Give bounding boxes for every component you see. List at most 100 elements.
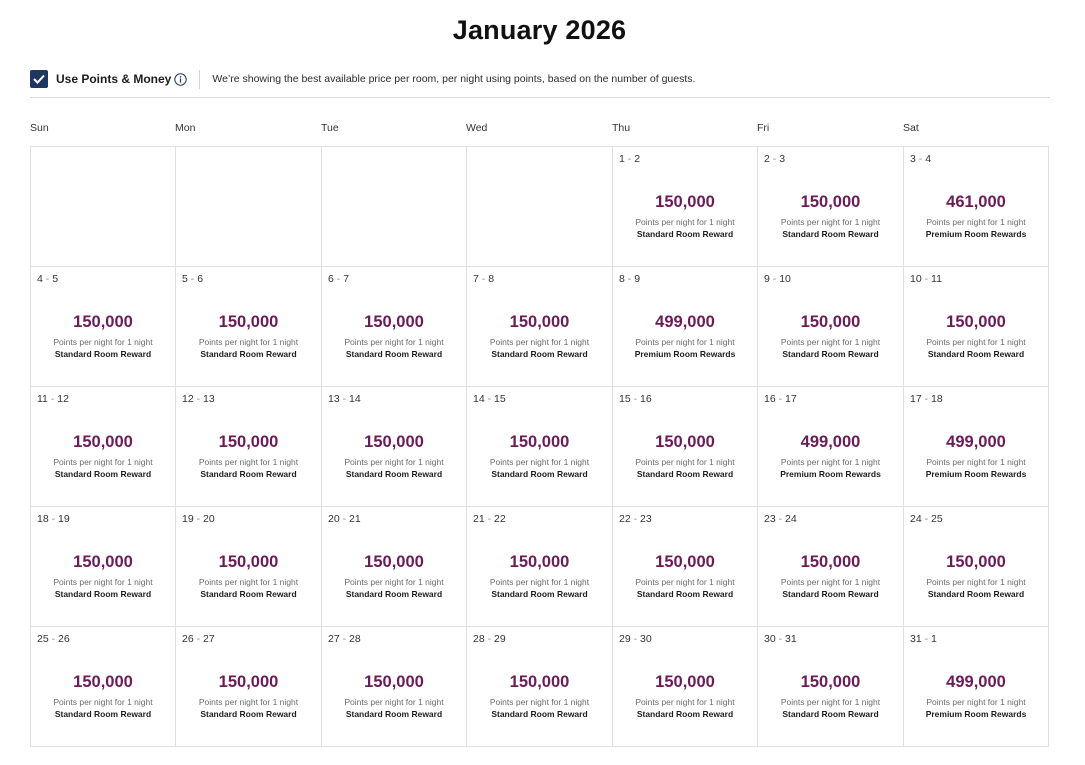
date-range: 16 - 17 [764,393,797,405]
per-night-label: Points per night for 1 night [926,457,1026,467]
weekday-mon: Mon [175,122,196,134]
use-points-checkbox[interactable] [30,70,48,88]
weekday-tue: Tue [321,122,339,134]
check-in-date: 6 [328,273,334,285]
date-separator: - [484,393,495,405]
date-range: 22 - 23 [619,513,652,525]
empty-day-cell [322,147,467,267]
date-separator: - [48,633,59,645]
check-in-date: 25 [37,633,49,645]
calendar-day-cell[interactable]: 5 - 6 150,000 Points per night for 1 night… [176,267,322,387]
calendar-day-cell[interactable]: 13 - 14 150,000 Points per night for 1 nig… [322,387,467,507]
calendar-day-cell[interactable]: 30 - 31 150,000 Points per night for 1 nig… [758,627,904,747]
per-night-label: Points per night for 1 night [53,697,153,707]
calendar-day-cell[interactable]: 9 - 10 150,000 Points per night for 1 nigh… [758,267,904,387]
date-separator: - [484,513,495,525]
info-icon[interactable] [174,72,188,86]
date-range: 30 - 31 [764,633,797,645]
calendar-day-cell[interactable]: 14 - 15 150,000 Points per night for 1 nig… [467,387,613,507]
calendar-day-cell[interactable]: 23 - 24 150,000 Points per night for 1 nig… [758,507,904,627]
room-type: Standard Room Reward [636,589,734,599]
calendar-day-cell[interactable]: 7 - 8 150,000 Points per night for 1 night… [467,267,613,387]
check-out-date: 27 [203,633,215,645]
per-night-label: Points per night for 1 night [635,337,735,347]
calendar-day-cell[interactable]: 31 - 1 499,000 Points per night for 1 nigh… [904,627,1049,747]
date-separator: - [333,273,344,285]
calendar-day-cell[interactable]: 2 - 3 150,000 Points per night for 1 night… [758,147,904,267]
check-out-date: 10 [779,273,791,285]
calendar-day-cell[interactable]: 10 - 11 150,000 Points per night for 1 nig… [904,267,1049,387]
check-in-date: 27 [328,633,340,645]
room-type: Standard Room Reward [782,229,879,239]
date-range: 23 - 24 [764,513,797,525]
check-out-date: 1 [931,633,937,645]
per-night-label: Points per night for 1 night [198,337,299,347]
calendar-grid: 1 - 2 150,000 Points per night for 1 night… [30,146,1049,747]
room-type: Standard Room Reward [782,709,879,719]
check-out-date: 13 [203,393,215,405]
room-type: Standard Room Reward [200,349,297,359]
points-price: 499,000 [800,433,861,451]
date-range: 27 - 28 [328,633,361,645]
room-type: Standard Room Reward [54,469,152,479]
calendar-day-cell[interactable]: 19 - 20 150,000 Points per night for 1 nig… [176,507,322,627]
check-in-date: 13 [328,393,340,405]
calendar-day-cell[interactable]: 15 - 16 150,000 Points per night for 1 nig… [613,387,758,507]
per-night-label: Points per night for 1 night [489,337,590,347]
per-night-label: Points per night for 1 night [926,697,1026,707]
check-out-date: 11 [931,273,942,285]
calendar-day-cell[interactable]: 21 - 22 150,000 Points per night for 1 nig… [467,507,613,627]
calendar-day-cell[interactable]: 16 - 17 499,000 Points per night for 1 nig… [758,387,904,507]
calendar-day-cell[interactable]: 6 - 7 150,000 Points per night for 1 night… [322,267,467,387]
check-out-date: 31 [785,633,797,645]
date-range: 28 - 29 [473,633,506,645]
date-separator: - [193,393,204,405]
calendar-day-cell[interactable]: 24 - 25 150,000 Points per night for 1 nig… [904,507,1049,627]
check-out-date: 4 [925,153,932,165]
check-in-date: 10 [910,273,922,285]
calendar-day-cell[interactable]: 12 - 13 150,000 Points per night for 1 nig… [176,387,322,507]
calendar-day-cell[interactable]: 1 - 2 150,000 Points per night for 1 night… [613,147,758,267]
pricing-note: We’re showing the best available price p… [212,73,696,85]
date-separator: - [42,273,53,285]
per-night-label: Points per night for 1 night [489,577,590,587]
points-price: 461,000 [946,193,1006,211]
date-range: 3 - 4 [910,153,931,165]
check-out-date: 18 [931,393,943,405]
date-separator: - [193,633,204,645]
per-night-label: Points per night for 1 night [53,457,153,467]
points-price: 150,000 [946,313,1006,331]
points-price: 150,000 [655,193,715,211]
per-night-label: Points per night for 1 night [489,697,590,707]
date-range: 13 - 14 [328,393,361,405]
calendar-day-cell[interactable]: 11 - 12 150,000 Points per night for 1 nig… [31,387,176,507]
calendar-day-cell[interactable]: 8 - 9 499,000 Points per night for 1 night… [613,267,758,387]
calendar-day-cell[interactable]: 4 - 5 150,000 Points per night for 1 night… [31,267,176,387]
per-night-label: Points per night for 1 night [780,697,881,707]
room-type: Standard Room Reward [636,229,734,239]
use-points-label[interactable]: Use Points & Money [56,72,172,86]
calendar-day-cell[interactable]: 22 - 23 150,000 Points per night for 1 nig… [613,507,758,627]
calendar-day-cell[interactable]: 3 - 4 461,000 Points per night for 1 night… [904,147,1049,267]
month-title: January 2026 [452,15,627,45]
date-separator: - [921,273,932,285]
calendar-day-cell[interactable]: 17 - 18 499,000 Points per night for 1 nig… [904,387,1049,507]
points-price: 150,000 [655,433,715,451]
calendar-day-cell[interactable]: 29 - 30 150,000 Points per night for 1 nig… [613,627,758,747]
calendar-day-cell[interactable]: 27 - 28 150,000 Points per night for 1 nig… [322,627,467,747]
date-range: 9 - 10 [764,273,791,285]
room-type: Premium Room Rewards [634,349,736,359]
points-price: 150,000 [509,553,570,571]
calendar-day-cell[interactable]: 25 - 26 150,000 Points per night for 1 nig… [31,627,176,747]
per-night-label: Points per night for 1 night [926,577,1026,587]
calendar-day-cell[interactable]: 18 - 19 150,000 Points per night for 1 nig… [31,507,176,627]
calendar-day-cell[interactable]: 26 - 27 150,000 Points per night for 1 nig… [176,627,322,747]
per-night-label: Points per night for 1 night [780,457,881,467]
room-type: Standard Room Reward [491,589,588,599]
room-type: Premium Room Rewards [925,709,1027,719]
date-separator: - [193,513,204,525]
calendar-day-cell[interactable]: 20 - 21 150,000 Points per night for 1 nig… [322,507,467,627]
calendar-day-cell[interactable]: 28 - 29 150,000 Points per night for 1 nig… [467,627,613,747]
check-in-date: 19 [182,513,194,525]
